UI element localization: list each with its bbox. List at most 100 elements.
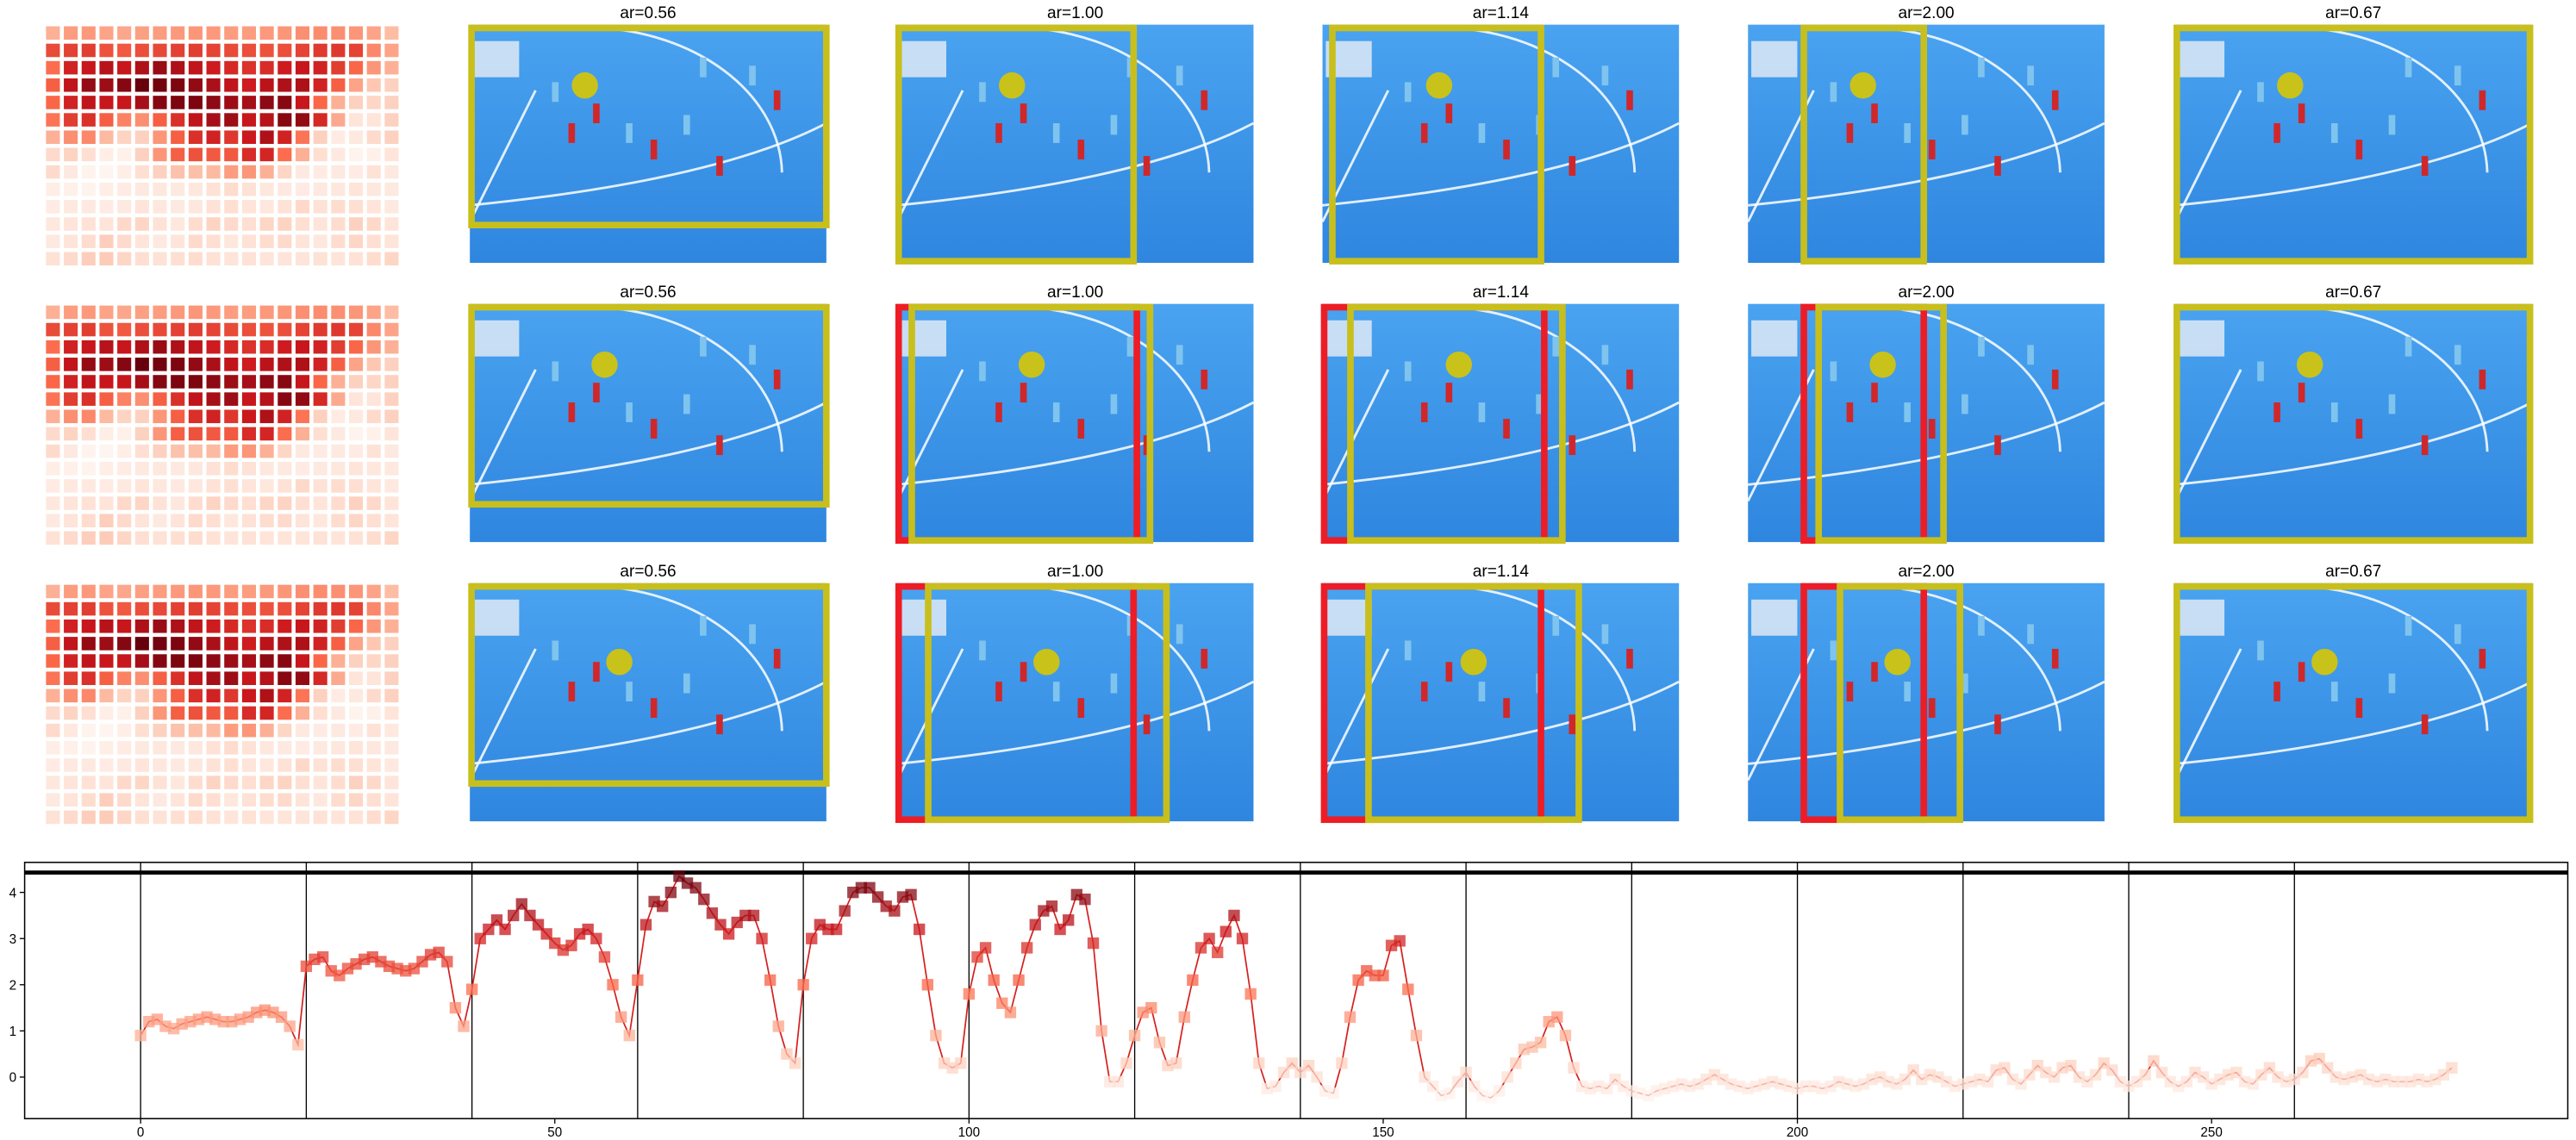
heatmap-cell [331, 444, 346, 458]
heatmap-cell [46, 741, 60, 755]
court [1322, 24, 1680, 264]
heatmap-cell [99, 358, 114, 371]
heatmap-cell [171, 322, 185, 337]
heatmap-cell [153, 375, 167, 389]
marker [871, 891, 884, 903]
heatmap-cell [81, 113, 96, 127]
player [1020, 383, 1027, 403]
player [2330, 123, 2338, 143]
heatmap-cell [313, 217, 327, 231]
heatmap-cell [153, 776, 167, 789]
heatmap-cell [366, 147, 381, 162]
marker [830, 923, 843, 936]
marker [1228, 909, 1240, 922]
heatmap-cell [224, 392, 239, 406]
heatmap-cell [206, 776, 221, 789]
crop-box-yellow [2173, 303, 2534, 544]
heatmap-cell [64, 165, 78, 179]
player [716, 435, 723, 456]
heatmap-cell [171, 514, 185, 527]
player [2273, 402, 2280, 422]
player [1445, 383, 1453, 403]
marker [2322, 1062, 2334, 1074]
heatmap-cell [46, 479, 60, 493]
heatmap-cell [46, 461, 60, 476]
y-tick-label: 2 [9, 979, 16, 994]
heatmap-cell [259, 392, 274, 406]
heatmap-cell [99, 43, 114, 58]
heatmap-cell [331, 147, 346, 162]
heatmap-cell [348, 706, 364, 720]
heatmap-cell [278, 671, 292, 685]
heatmap-cell [117, 182, 132, 196]
marker [2139, 1068, 2151, 1081]
heatmap-cell [134, 810, 149, 825]
heatmap-cell [259, 758, 274, 772]
player [1978, 615, 1985, 636]
heatmap-cell [224, 78, 239, 92]
heatmap-cell [188, 723, 203, 738]
heatmap-cell [259, 619, 274, 633]
heatmap-cell [384, 234, 399, 248]
heatmap-cell [313, 113, 327, 127]
heatmap-cell [153, 305, 167, 320]
heatmap-cell [295, 619, 310, 633]
heatmap-cell [224, 810, 239, 825]
heatmap-cell [153, 427, 167, 441]
heatmap-cell [153, 358, 167, 371]
heatmap-cell [331, 252, 346, 266]
heatmap-cell [117, 43, 132, 58]
heatmap-cell [46, 584, 60, 599]
heatmap-cell [99, 444, 114, 458]
heatmap-cell [206, 358, 221, 371]
player [2355, 698, 2363, 719]
heatmap-cell [46, 671, 60, 685]
heatmap-cell [188, 479, 203, 493]
heatmap-cell [81, 375, 96, 389]
heatmap-cell [206, 305, 221, 320]
y-tick-label: 0 [9, 1071, 16, 1086]
marker [1501, 1071, 1513, 1083]
heatmap-cell [206, 654, 221, 668]
heatmap-cell [188, 26, 203, 40]
heatmap-cell [171, 130, 185, 145]
y-tick-label: 1 [9, 1025, 16, 1039]
court [2174, 303, 2532, 543]
heatmap-cell [331, 514, 346, 527]
heatmap-cell [206, 810, 221, 825]
heatmap-cell [224, 496, 239, 510]
heatmap-cell [384, 741, 399, 755]
heatmap-cell [117, 688, 132, 703]
goal [2178, 320, 2225, 357]
heatmap-cell [278, 444, 292, 458]
heatmap-cell [81, 514, 96, 527]
heatmap-cell [153, 60, 167, 75]
heatmap-cell [259, 723, 274, 738]
heatmap-cell [99, 793, 114, 807]
player [2273, 123, 2280, 143]
court-line [468, 369, 537, 502]
heatmap-cell [295, 706, 310, 720]
heatmap-cell [171, 217, 185, 231]
heatmap-cell [188, 217, 203, 231]
marker [1286, 1057, 1298, 1069]
heatmap-cell [313, 444, 327, 458]
focus-point [1445, 351, 1472, 378]
heatmap-cell [153, 130, 167, 145]
heatmap-cell [241, 96, 256, 109]
goal [1325, 599, 1372, 636]
heatmap-cell [188, 514, 203, 527]
heatmap-cell [46, 200, 60, 214]
heatmap-cell [259, 514, 274, 527]
heatmap-cell [64, 776, 78, 789]
marker [590, 932, 602, 944]
marker [797, 979, 809, 991]
heatmap-cell [366, 601, 381, 616]
player [1176, 65, 1183, 86]
heatmap-cell [259, 793, 274, 807]
player [749, 345, 756, 365]
heatmap-cell [278, 531, 292, 545]
heatmap-cell [117, 375, 132, 389]
heatmap-cell [64, 234, 78, 248]
marker [1169, 1057, 1182, 1069]
